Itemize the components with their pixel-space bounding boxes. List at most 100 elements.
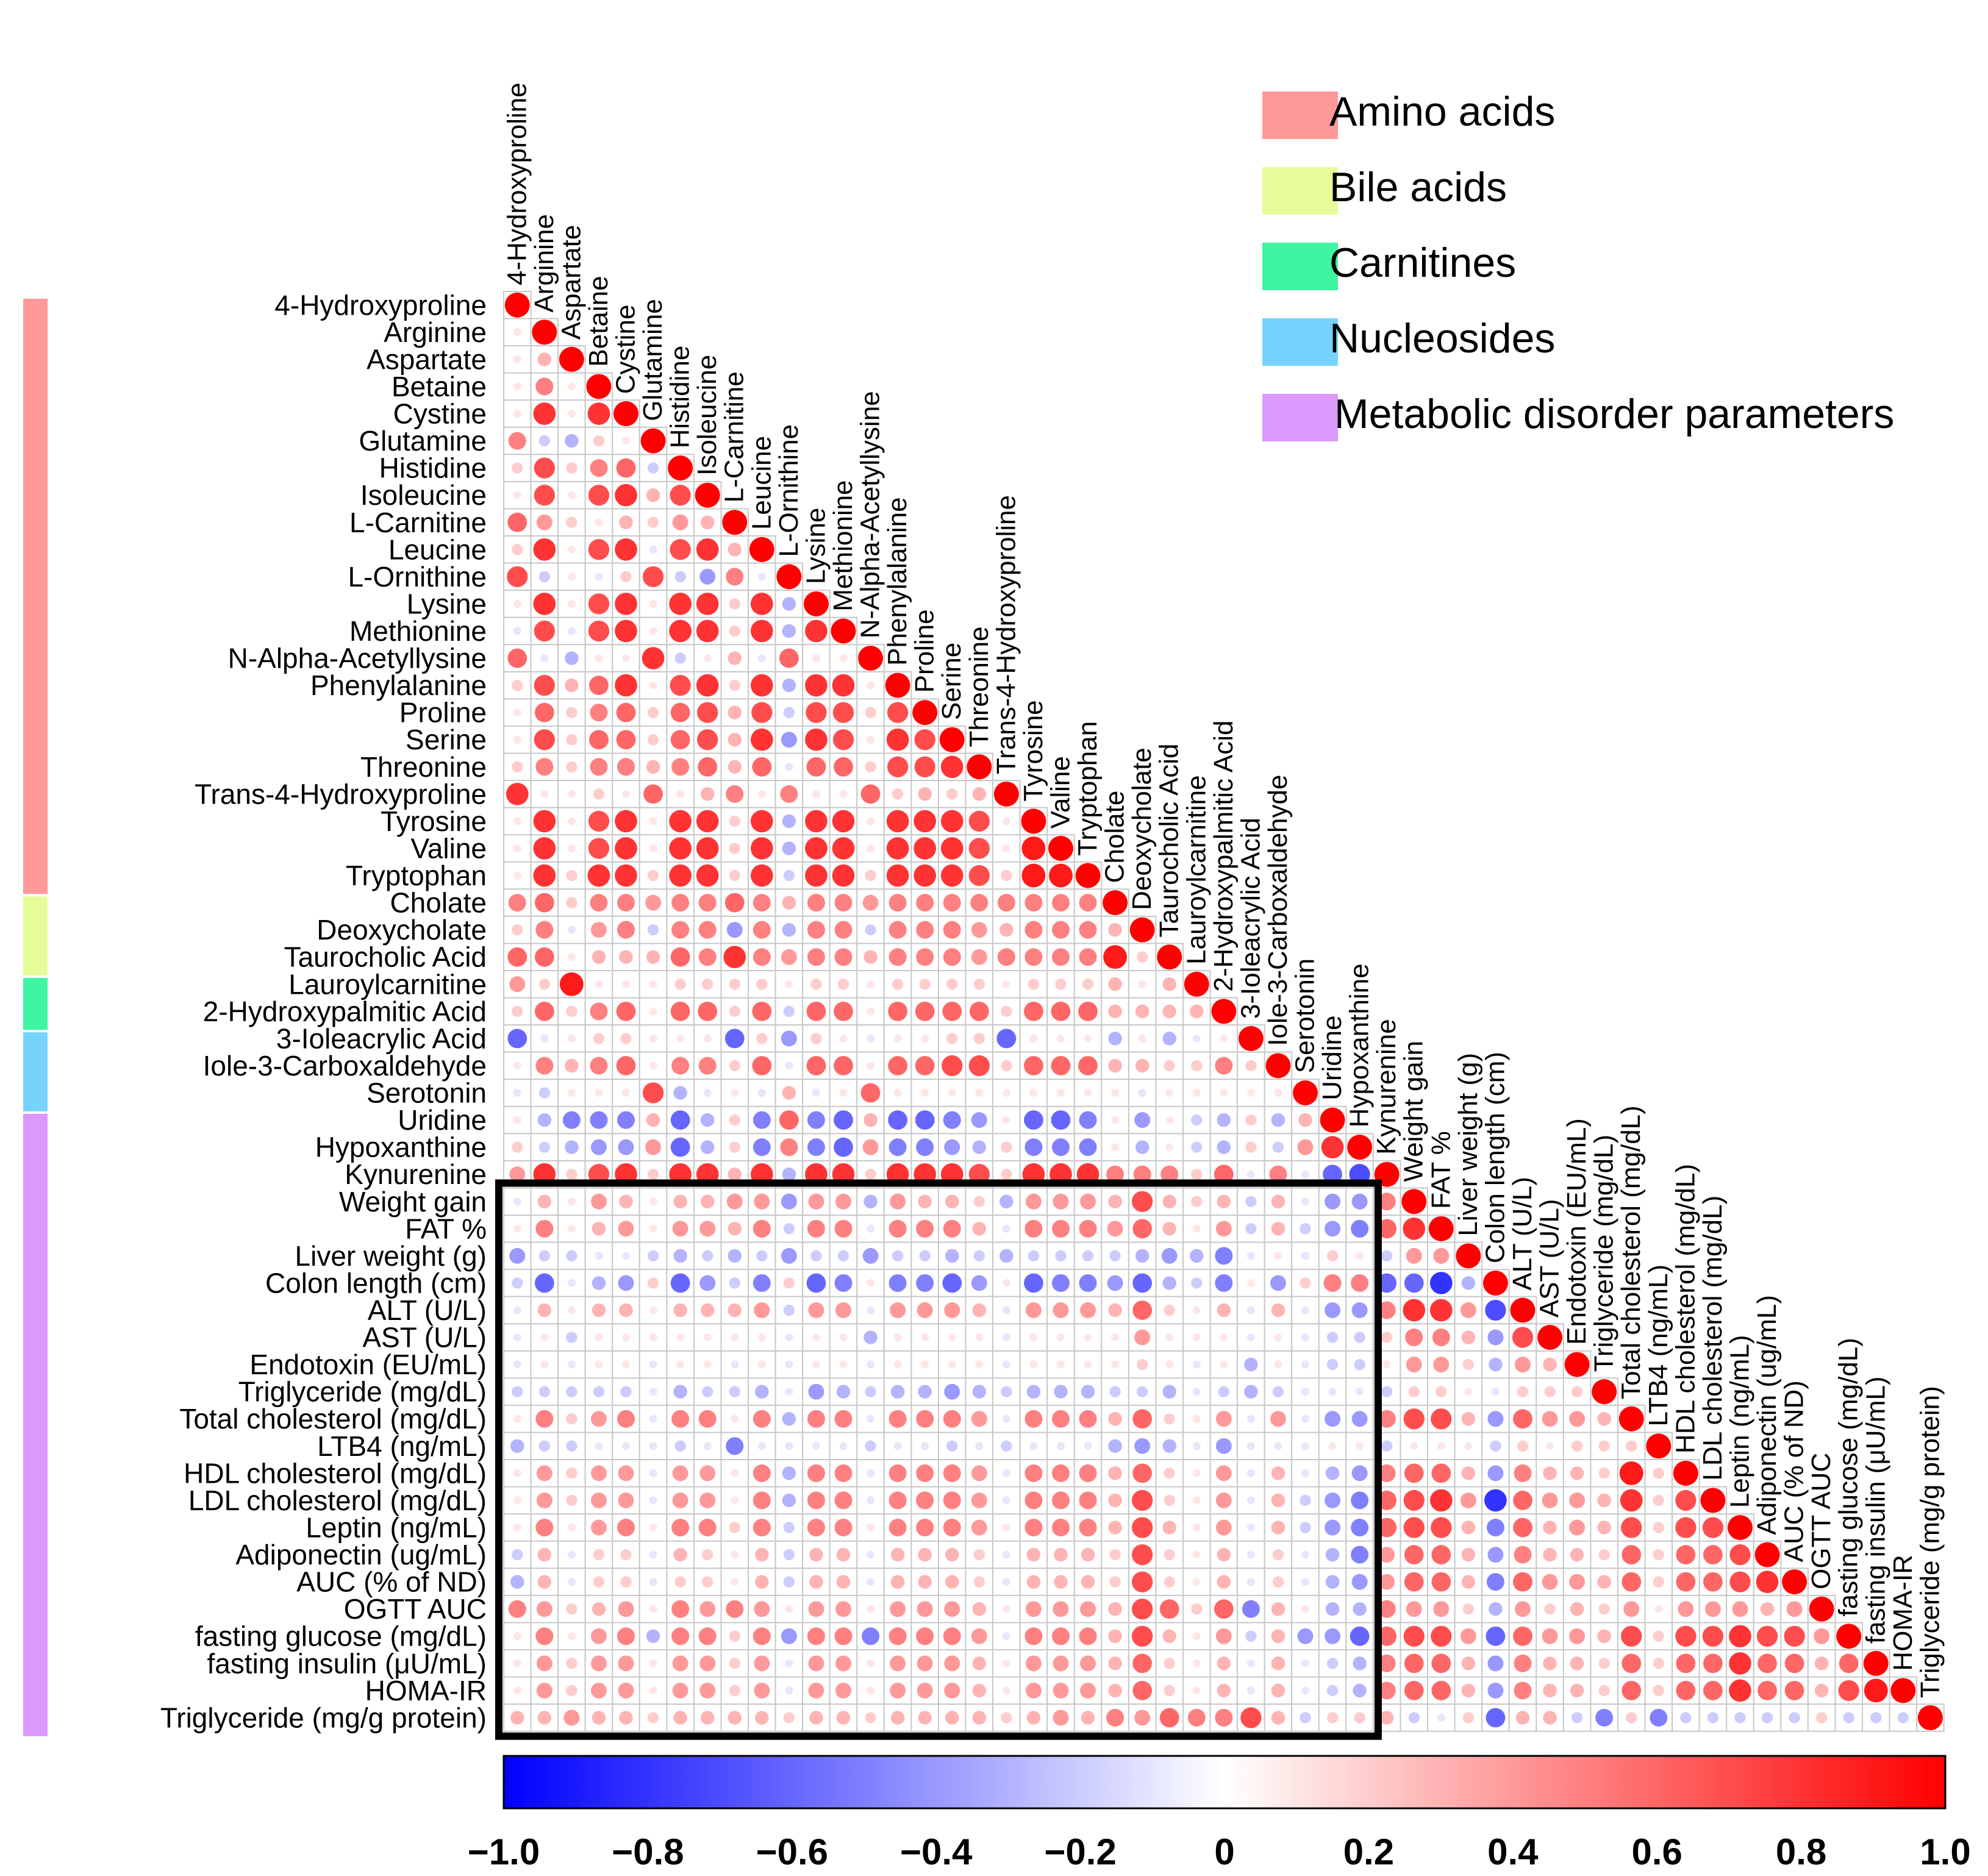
correlation-dot: [1025, 1302, 1042, 1318]
correlation-dot: [1301, 1605, 1310, 1613]
correlation-dot: [1051, 1138, 1070, 1157]
correlation-dot: [620, 1033, 632, 1044]
correlation-dot: [1084, 1333, 1092, 1342]
correlation-dot: [839, 1034, 848, 1043]
correlation-dot: [567, 1279, 576, 1287]
correlation-dot: [1325, 1193, 1341, 1210]
correlation-dot: [809, 1575, 823, 1589]
correlation-dot: [1377, 1626, 1397, 1646]
correlation-dot: [807, 1410, 825, 1428]
correlation-dot: [1408, 1712, 1420, 1724]
correlation-dot: [565, 1140, 579, 1154]
correlation-dot: [1543, 1657, 1557, 1671]
correlation-dot: [1079, 921, 1097, 939]
correlation-dot: [642, 566, 664, 588]
correlation-dot: [698, 948, 717, 966]
correlation-dot: [834, 1110, 853, 1130]
correlation-dot: [1598, 1658, 1610, 1669]
correlation-dot: [1138, 1089, 1146, 1097]
correlation-dot: [647, 924, 659, 936]
correlation-dot: [1729, 1571, 1751, 1592]
correlation-dot: [538, 435, 551, 447]
correlation-dot: [566, 869, 577, 882]
correlation-dot: [1406, 1247, 1422, 1264]
correlation-dot: [699, 1655, 716, 1672]
correlation-dot: [670, 1001, 690, 1021]
correlation-dot: [867, 1578, 875, 1586]
correlation-dot: [649, 1306, 657, 1314]
correlation-dot: [533, 402, 556, 425]
correlation-dot: [1592, 1379, 1617, 1405]
correlation-dot: [1084, 1442, 1092, 1450]
column-label: Arginine: [529, 214, 559, 312]
correlation-dot: [1678, 1601, 1694, 1617]
correlation-dot: [513, 871, 521, 880]
correlation-dot: [622, 1089, 631, 1097]
correlation-dot: [1051, 1464, 1070, 1482]
correlation-dot: [506, 783, 529, 805]
correlation-dot: [919, 1250, 931, 1262]
correlation-dot: [649, 1523, 657, 1532]
correlation-dot: [785, 1061, 793, 1070]
correlation-dot: [751, 702, 773, 723]
correlation-dot: [1622, 1680, 1642, 1700]
correlation-dot: [783, 1522, 795, 1533]
correlation-dot: [1487, 1411, 1504, 1427]
colorbar-tick-label: 0.4: [1487, 1831, 1539, 1872]
correlation-dot: [1300, 1223, 1311, 1235]
correlation-dot: [1079, 1111, 1097, 1129]
correlation-dot: [1025, 1682, 1042, 1699]
correlation-dot: [615, 619, 637, 643]
correlation-dot: [1544, 1386, 1556, 1397]
correlation-dot: [862, 1139, 879, 1155]
correlation-dot: [1271, 1629, 1285, 1643]
correlation-dot: [836, 1711, 851, 1725]
correlation-dot: [513, 328, 521, 337]
correlation-dot: [702, 1549, 713, 1561]
correlation-dot: [1165, 1116, 1174, 1124]
correlation-dot: [865, 1712, 876, 1724]
correlation-dot: [1782, 1569, 1807, 1595]
correlation-dot: [1325, 1411, 1341, 1427]
correlation-dot: [698, 1057, 717, 1075]
colorbar-tick-label: −0.2: [1044, 1831, 1116, 1872]
correlation-dot: [697, 702, 718, 723]
legend-label: Amino acids: [1329, 88, 1555, 135]
correlation-dot: [1191, 1603, 1203, 1615]
correlation-dot: [1461, 1412, 1476, 1426]
correlation-dot: [914, 756, 935, 777]
correlation-dot: [1351, 1574, 1368, 1590]
correlation-dot: [1271, 1194, 1285, 1208]
correlation-dot: [700, 1194, 715, 1208]
correlation-dot: [567, 1550, 576, 1559]
correlation-dot: [593, 1549, 605, 1561]
column-label: Serotonin: [1290, 958, 1320, 1073]
correlation-dot: [1653, 1630, 1664, 1642]
correlation-dot: [592, 1276, 606, 1290]
correlation-dot: [588, 620, 610, 642]
correlation-dot: [1108, 1521, 1122, 1535]
correlation-dot: [1025, 1655, 1042, 1672]
correlation-dot: [972, 1140, 987, 1154]
correlation-dot: [1326, 1250, 1339, 1262]
correlation-dot: [1650, 1708, 1668, 1727]
row-label: fasting insulin (μU/mL): [207, 1647, 487, 1679]
correlation-dot: [672, 514, 688, 530]
correlation-dot: [676, 1360, 685, 1369]
correlation-dot: [1002, 1306, 1010, 1314]
correlation-dot: [867, 1550, 875, 1559]
correlation-dot: [1192, 1469, 1201, 1477]
row-label: L-Ornithine: [348, 561, 487, 593]
correlation-dot: [1024, 1518, 1043, 1536]
correlation-dot: [1325, 1575, 1340, 1589]
correlation-dot: [726, 1193, 743, 1210]
correlation-dot: [863, 1330, 878, 1344]
correlation-dot: [832, 729, 854, 751]
correlation-dot: [807, 921, 825, 939]
correlation-dot: [669, 593, 692, 615]
correlation-dot: [590, 1465, 607, 1482]
correlation-dot: [593, 435, 605, 447]
correlation-dot: [973, 1549, 985, 1561]
correlation-dot: [670, 702, 690, 722]
correlation-dot: [1489, 1357, 1503, 1372]
